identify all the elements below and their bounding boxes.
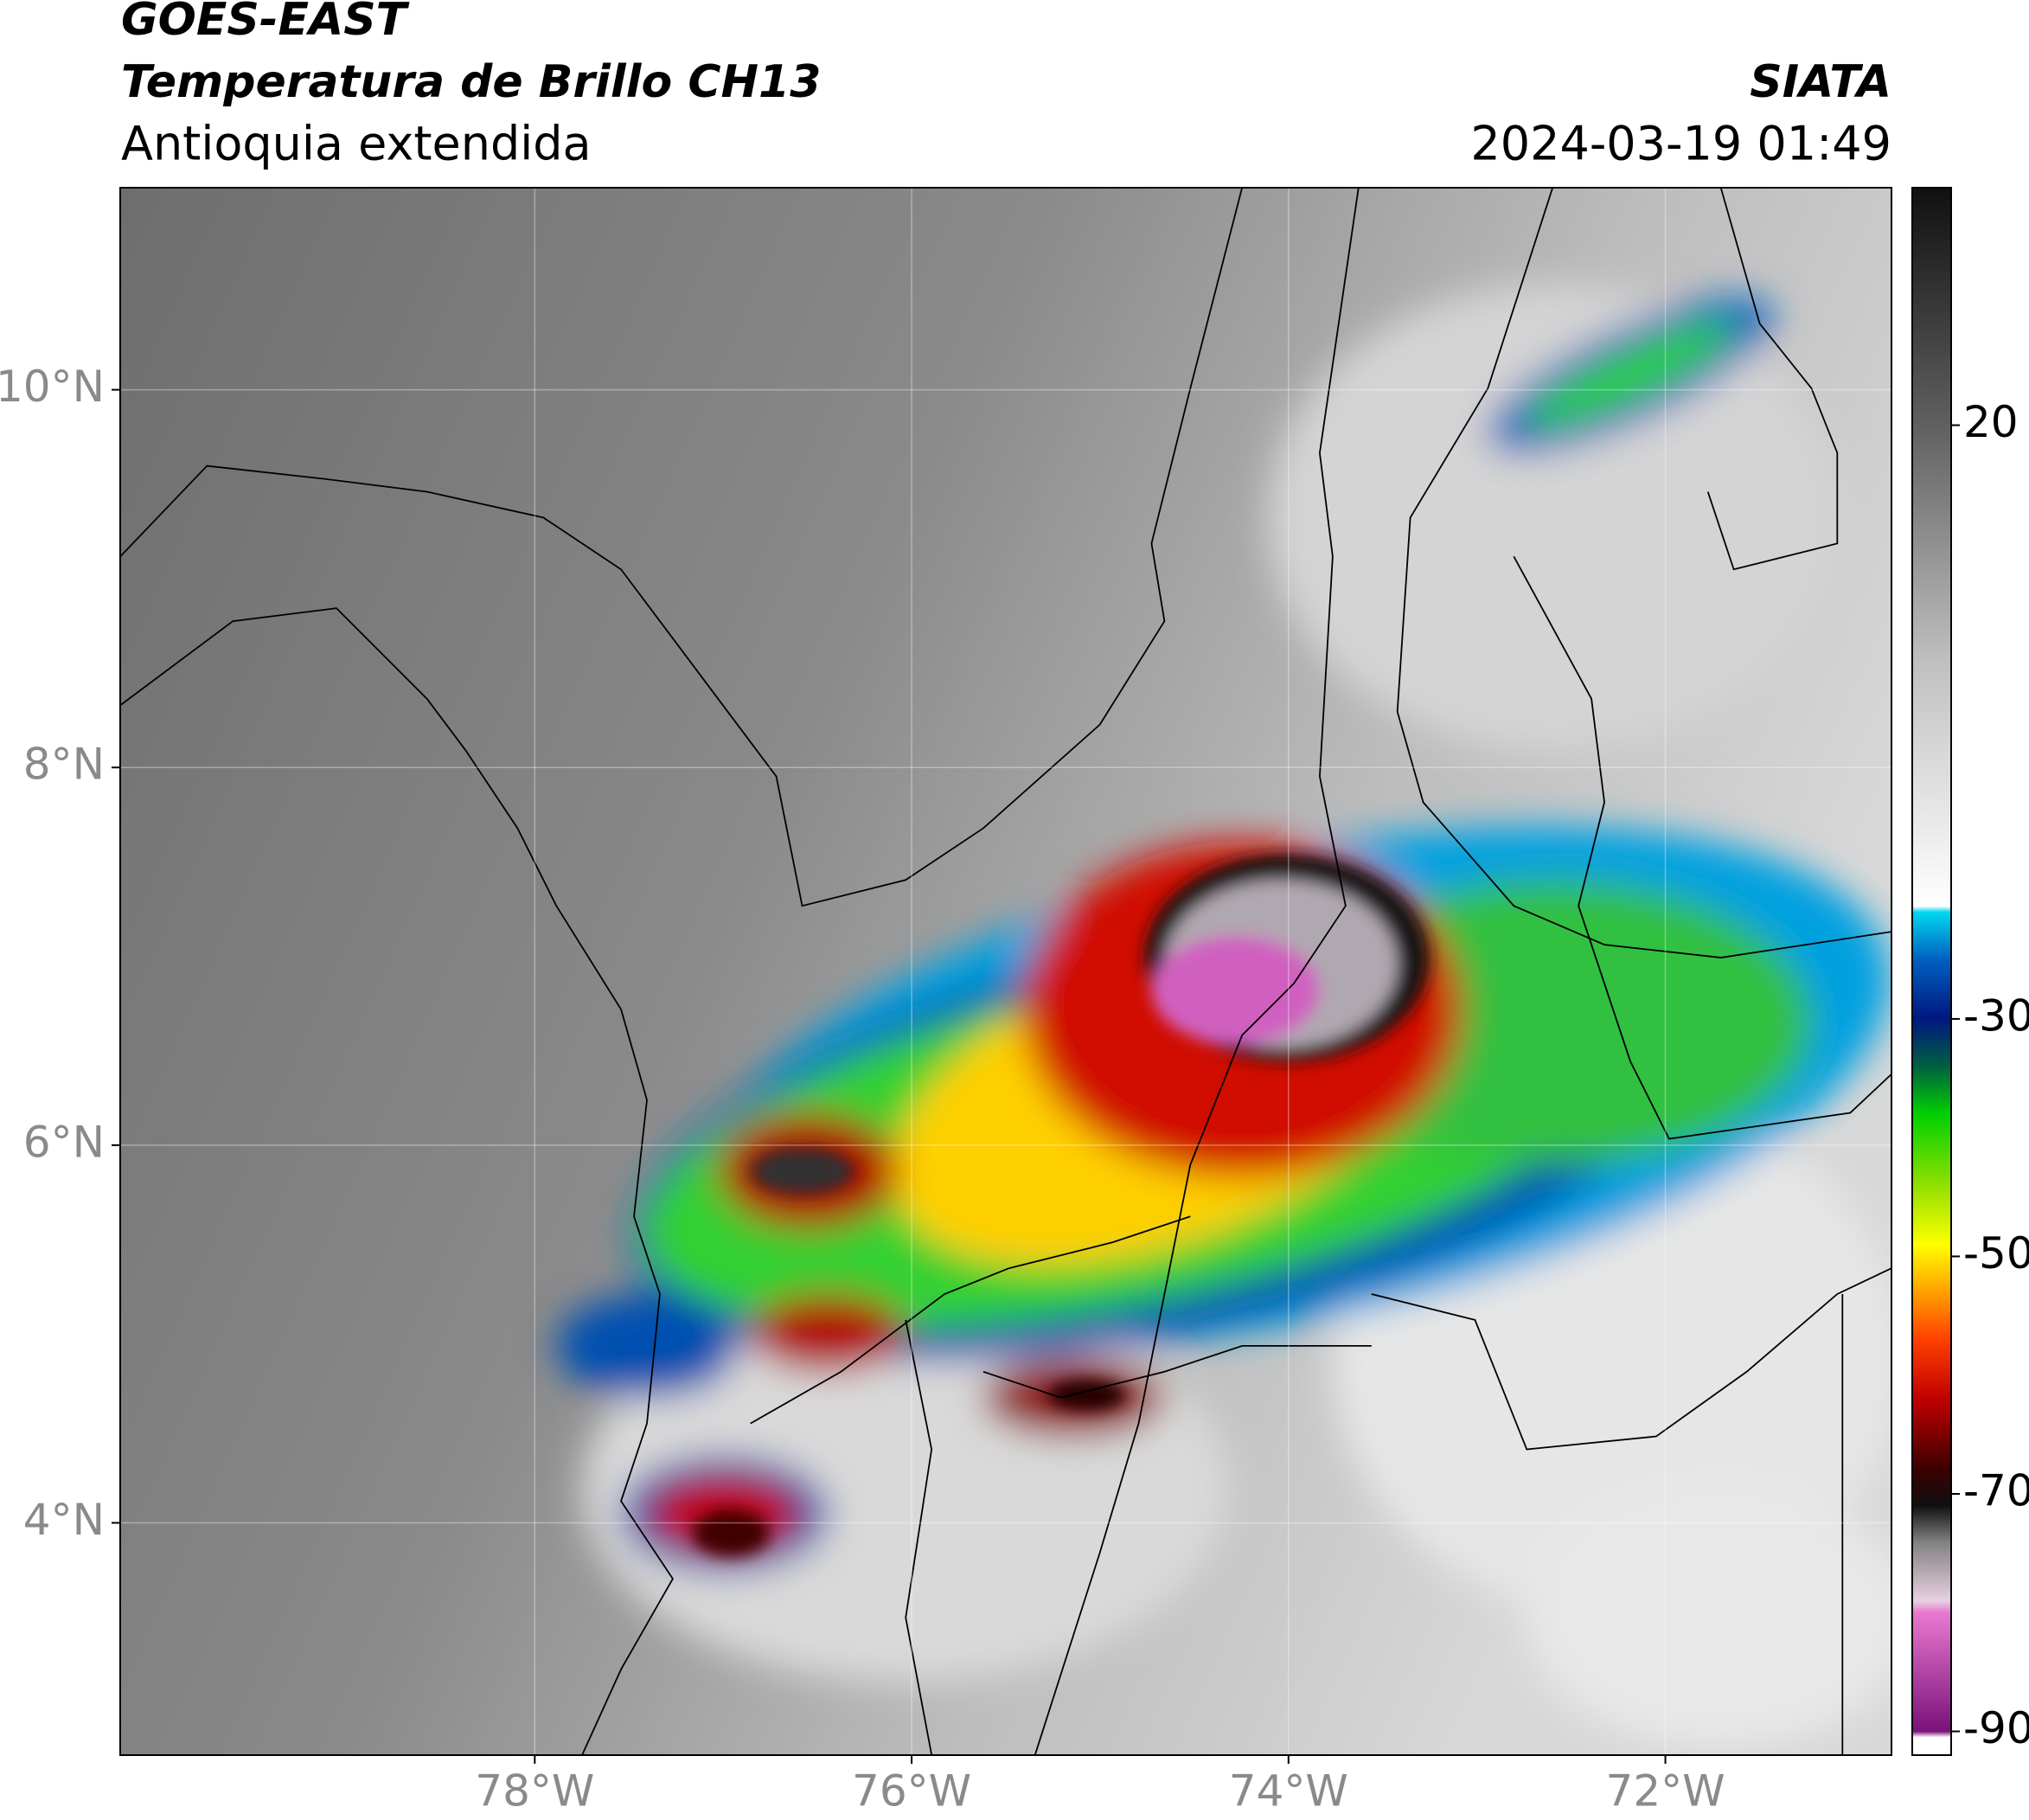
map-frame bbox=[119, 187, 1892, 1756]
satellite-image bbox=[120, 188, 1891, 1755]
region: Antioquia extendida bbox=[121, 117, 592, 171]
x-tick-label: 76°W bbox=[852, 1766, 971, 1817]
colorbar-tick-label: 20 bbox=[1963, 397, 2019, 447]
grid: 78°W 76°W 74°W 72°W 4°N 6°N 8°N 10°N bbox=[0, 188, 1891, 1817]
subtitle: Temperatura de Brillo CH13 bbox=[121, 56, 821, 108]
y-tick-label: 6°N bbox=[23, 1117, 105, 1167]
title: GOES-EAST bbox=[121, 0, 410, 46]
source: SIATA bbox=[1750, 56, 1891, 108]
y-tick-label: 8°N bbox=[23, 740, 105, 790]
x-tick-label: 72°W bbox=[1606, 1766, 1725, 1817]
colorbar-tick-label: -50 bbox=[1963, 1228, 2029, 1278]
y-tick-label: 4°N bbox=[23, 1495, 105, 1545]
colorbar-tick-label: -30 bbox=[1963, 990, 2029, 1041]
colorbar-tick-label: -70 bbox=[1963, 1466, 2029, 1516]
colorbar-scale bbox=[1911, 187, 1952, 1756]
x-tick-label: 74°W bbox=[1229, 1766, 1348, 1817]
datetime: 2024-03-19 01:49 bbox=[1470, 117, 1891, 171]
colorbar: -90 -70 -50 -30 20 bbox=[1911, 187, 2029, 1756]
x-tick-label: 78°W bbox=[475, 1766, 594, 1817]
colorbar-tick-label: -90 bbox=[1963, 1703, 2029, 1753]
y-tick-label: 10°N bbox=[0, 362, 105, 412]
